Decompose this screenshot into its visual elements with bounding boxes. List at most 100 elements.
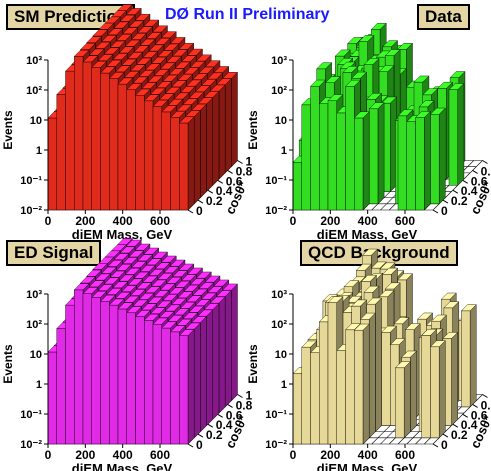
- bar-top: [172, 270, 189, 278]
- bar-top: [114, 292, 131, 299]
- bar-top: [192, 288, 209, 296]
- bar-top: [125, 239, 142, 247]
- bar-side: [375, 297, 382, 433]
- lego-bar: [353, 323, 370, 445]
- bar-top: [151, 279, 167, 287]
- bar-top: [108, 72, 125, 79]
- bars: [47, 238, 238, 445]
- bar-top: [353, 111, 370, 119]
- bar-front: [301, 346, 311, 445]
- bar-top: [97, 54, 114, 61]
- bar-front: [319, 103, 329, 211]
- lego-bar: [394, 361, 411, 439]
- bar-front: [421, 335, 431, 439]
- bar-top: [382, 40, 399, 47]
- bar-top: [130, 261, 147, 268]
- bar-side: [193, 109, 201, 205]
- bar-top: [191, 316, 208, 323]
- bar-front: [406, 121, 416, 211]
- y-tick: [237, 160, 243, 164]
- bar-top: [128, 250, 145, 258]
- y-tick: [472, 403, 478, 408]
- bar-top: [144, 286, 161, 293]
- x-tick-label: 400: [358, 448, 378, 462]
- bar-top: [345, 323, 361, 331]
- bar-top: [142, 275, 159, 283]
- bar-top: [86, 36, 103, 43]
- bar-top: [418, 100, 435, 108]
- bar-top: [136, 282, 152, 290]
- bar-top: [176, 104, 193, 112]
- bar-front: [144, 320, 154, 445]
- bar-top: [421, 329, 438, 336]
- bar-top: [157, 273, 174, 280]
- bar-top: [188, 305, 205, 313]
- bar-top: [363, 285, 380, 293]
- bar-top: [91, 61, 108, 68]
- bar-top: [98, 22, 115, 30]
- bar-top: [176, 318, 193, 326]
- bar-top: [79, 43, 96, 50]
- bar-top: [359, 312, 376, 320]
- bar-front: [135, 316, 145, 445]
- z-tick-label: 10⁻²: [265, 439, 287, 451]
- x-tick-label: 400: [113, 448, 133, 462]
- bar-top: [100, 66, 116, 74]
- bar-top: [73, 283, 90, 291]
- bar-top: [363, 58, 380, 65]
- bar-front: [152, 324, 162, 445]
- y-tick-label: 0.2: [206, 194, 223, 208]
- lego-bar: [368, 102, 385, 205]
- bar-top: [165, 277, 182, 284]
- bar-top: [128, 20, 145, 28]
- bar-top: [101, 266, 117, 274]
- bar-top: [125, 8, 142, 15]
- bar-top: [195, 54, 212, 62]
- bar-top: [187, 267, 203, 275]
- bar-side: [193, 322, 201, 439]
- bar-front: [179, 122, 189, 211]
- bar-top: [351, 299, 368, 307]
- bar-front: [292, 162, 302, 211]
- z-axis: 10⁻² 10⁻¹ 1 10 10² 10³ Events: [1, 55, 49, 217]
- bar-top: [135, 88, 151, 96]
- bar-top: [437, 81, 454, 89]
- bar-side: [362, 111, 370, 211]
- bar-top: [163, 43, 180, 51]
- bar-top: [121, 58, 138, 66]
- bar-top: [86, 269, 103, 277]
- bar-top: [141, 303, 158, 311]
- x-tick-label: 400: [358, 214, 378, 228]
- bar-top: [429, 107, 446, 115]
- y-tick: [432, 209, 439, 214]
- y-tick: [207, 423, 214, 428]
- bar-top: [160, 31, 177, 39]
- bar-side: [218, 84, 226, 180]
- panel-label-data: Data: [417, 4, 470, 30]
- bar-front: [430, 114, 440, 205]
- bar-top: [368, 102, 385, 109]
- y-tick: [237, 394, 243, 398]
- bar-top: [154, 38, 171, 45]
- bar-top: [129, 289, 146, 296]
- bar-side: [451, 331, 458, 426]
- bar-top: [116, 34, 132, 41]
- bar-top: [117, 77, 134, 85]
- bar-top: [118, 46, 135, 54]
- bar-side: [410, 350, 417, 433]
- bar-top: [143, 247, 160, 255]
- bar-top: [186, 79, 202, 87]
- bar-top: [203, 303, 220, 310]
- lego-bar: [178, 328, 195, 445]
- y-tick: [472, 169, 478, 174]
- bar-side: [200, 103, 207, 199]
- bar-top: [222, 283, 238, 291]
- bar-top: [171, 298, 187, 305]
- y-tick-label: 0.8: [481, 398, 491, 412]
- bar-front: [161, 327, 171, 445]
- bar-top: [361, 274, 377, 282]
- z-tick-label: 10: [275, 349, 287, 361]
